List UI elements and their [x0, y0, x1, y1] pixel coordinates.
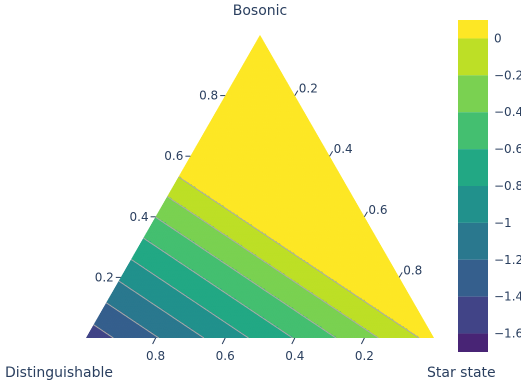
right-axis-tick [363, 211, 368, 218]
colorbar-band-6 [458, 222, 488, 260]
contour-line-5 [118, 280, 205, 338]
colorbar-tick-label: −1.4 [494, 290, 521, 304]
plot-area [86, 35, 434, 338]
bottom-axis-tick-label: 0.4 [285, 349, 304, 363]
colorbar-band-2 [458, 75, 488, 113]
colorbar-band-3 [458, 112, 488, 150]
vertex-label-bosonic: Bosonic [233, 3, 288, 19]
colorbar-tick-label: −1.6 [494, 327, 521, 341]
contour-line-3 [143, 237, 293, 338]
colorbar: 0 −0.2 −0.4 −0.6 −0.8 −1 −1.2 −1.4 −1.6 [458, 20, 521, 352]
left-axis-tick-label: 0.2 [95, 270, 114, 284]
contour-band-8 [86, 324, 113, 338]
colorbar-tick-label: 0 [494, 31, 502, 45]
contour-line-7 [93, 324, 114, 338]
contour-line-0 [178, 176, 420, 338]
contour-line-6 [105, 302, 160, 338]
colorbar-band-9 [458, 333, 488, 352]
right-axis-tick [294, 90, 299, 96]
colorbar-band-8 [458, 296, 488, 334]
right-axis-tick [398, 272, 403, 278]
contour-line-4 [130, 258, 249, 338]
bottom-axis-tick [152, 337, 157, 345]
contour-band-0 [177, 35, 434, 338]
left-axis-tick-label: 0.8 [199, 89, 218, 103]
colorbar-band-7 [458, 259, 488, 297]
colorbar-tick-label: −1.2 [494, 253, 521, 267]
right-axis-tick-label: 0.2 [299, 82, 318, 96]
right-axis-tick-label: 0.8 [403, 263, 422, 277]
right-axis-tick [329, 150, 334, 157]
right-axis-tick-label: 0.6 [368, 203, 387, 217]
contour-band-4 [130, 236, 294, 338]
left-axis-tick-label: 0.6 [164, 149, 183, 163]
bottom-axis-tick-label: 0.2 [355, 349, 374, 363]
bottom-axis-tick [360, 337, 365, 345]
bottom-axis-tick [221, 337, 226, 345]
colorbar-band-0 [458, 20, 488, 39]
colorbar-band-1 [458, 38, 488, 76]
colorbar-tick-label: −0.6 [494, 142, 521, 156]
colorbar-tick-label: −1 [494, 216, 512, 230]
colorbar-tick-label: −0.8 [494, 179, 521, 193]
contour-lines [93, 176, 420, 338]
vertex-label-distinguishable: Distinguishable [5, 365, 113, 381]
vertex-label-star-state: Star state [427, 365, 496, 381]
bottom-axis-tick [291, 337, 296, 345]
ternary-axes: 0.2 0.4 0.6 0.8 0.2 0.4 0.6 0.8 0.8 0.6 0.4 0.2 [95, 82, 423, 363]
contour-line-1 [166, 196, 379, 338]
bottom-axis-tick-label: 0.8 [146, 349, 165, 363]
right-axis-tick-label: 0.4 [334, 142, 353, 156]
bottom-axis-tick-label: 0.6 [216, 349, 235, 363]
colorbar-tick-label: −0.4 [494, 105, 521, 119]
colorbar-band-5 [458, 186, 488, 223]
contour-band-3 [143, 216, 337, 338]
colorbar-band-4 [458, 149, 488, 186]
left-axis-tick-label: 0.4 [130, 210, 149, 224]
contour-band-5 [118, 259, 248, 338]
colorbar-tick-label: −0.2 [494, 68, 521, 82]
contour-band-1 [167, 176, 420, 338]
contour-line-2 [155, 216, 337, 338]
